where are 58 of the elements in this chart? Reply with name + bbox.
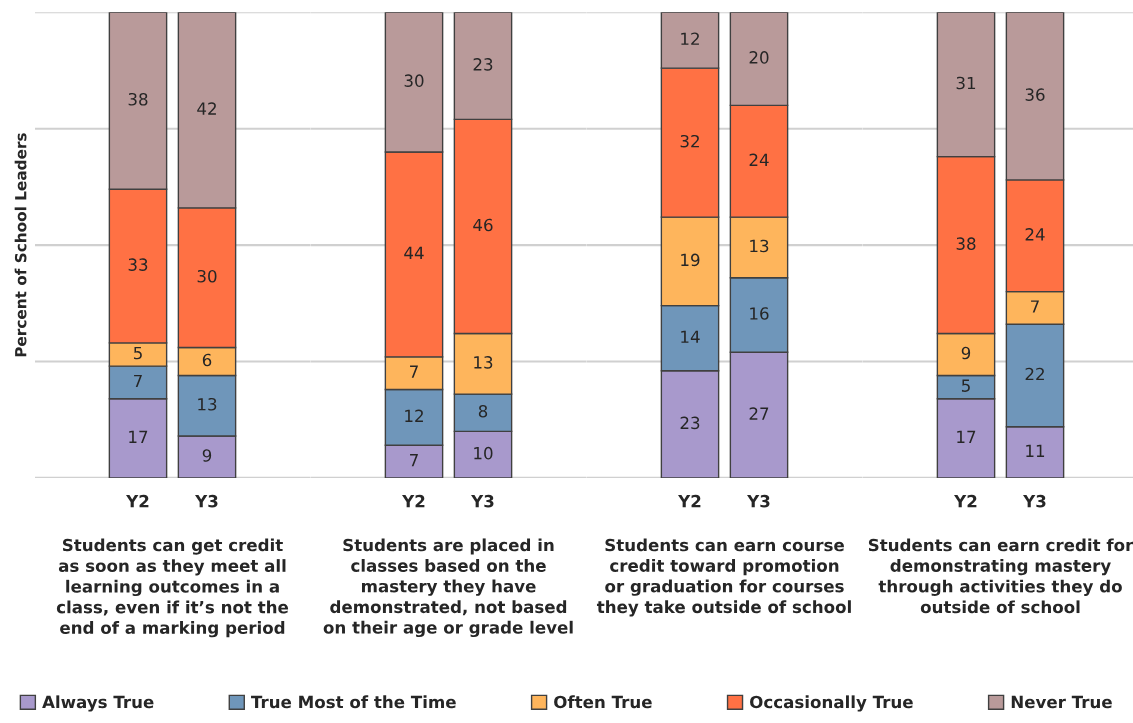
data-label: 24 — [1025, 228, 1045, 241]
data-label: 7 — [1031, 300, 1039, 313]
data-label: 14 — [681, 330, 700, 343]
data-label: 10 — [474, 446, 493, 460]
data-label: 13 — [474, 356, 493, 369]
data-label: 38 — [956, 237, 976, 250]
data-label: 33 — [128, 258, 148, 271]
data-label: 23 — [473, 58, 493, 71]
data-label: 13 — [750, 239, 769, 253]
x-tick-label: Y3 — [1023, 494, 1046, 508]
data-label: 32 — [680, 134, 699, 148]
x-tick-label: Y2 — [402, 494, 425, 508]
data-label: 7 — [410, 454, 418, 467]
data-label: 16 — [750, 307, 769, 320]
x-tick-label: Y3 — [747, 494, 770, 508]
legend-label: True Most of the Time — [251, 695, 456, 709]
data-label: 30 — [404, 74, 424, 87]
x-tick-label: Y2 — [954, 494, 977, 508]
legend-label: Always True — [42, 695, 154, 712]
data-label: 38 — [128, 92, 148, 106]
legend-label: Never True — [1011, 695, 1112, 709]
x-axis-title: Students can get credit as soon as they meet all learning outcomes in a class, even if it’s not the end of a marking period — [56, 538, 289, 638]
x-axis-title: Students can earn credit for demonstrating mastery through activities they do outside of school — [868, 538, 1133, 614]
data-label: 5 — [133, 346, 142, 360]
legend-label: Occasionally True — [750, 695, 913, 712]
data-label: 23 — [680, 416, 700, 430]
y-axis-title: Percent of School Leaders — [14, 133, 27, 357]
data-label: 8 — [478, 404, 488, 418]
data-label: 6 — [202, 353, 212, 367]
x-tick-label: Y2 — [678, 494, 701, 508]
data-label: 12 — [405, 409, 423, 422]
data-label: 24 — [749, 153, 769, 166]
x-tick-label: Y3 — [471, 494, 494, 508]
data-label: 7 — [410, 365, 418, 378]
x-axis-title: Students can earn course credit toward promotion or graduation for courses they take outside of school — [596, 538, 851, 617]
x-axis-title: Students are placed in classes based on the mastery they have demonstrated, not based on their age or grade level — [323, 538, 573, 638]
data-label: 46 — [473, 218, 493, 232]
data-label: 9 — [202, 449, 212, 462]
data-label: 42 — [197, 102, 216, 115]
data-label: 31 — [956, 76, 976, 90]
data-label: 20 — [749, 51, 769, 64]
data-label: 19 — [681, 253, 700, 267]
data-label: 27 — [749, 407, 769, 420]
legend-label: Often True — [554, 695, 652, 709]
data-label: 30 — [197, 269, 217, 283]
data-label: 12 — [681, 32, 699, 45]
data-label: 17 — [957, 430, 976, 443]
data-label: 9 — [961, 346, 971, 360]
data-label: 11 — [1026, 444, 1045, 457]
data-label: 36 — [1025, 88, 1045, 101]
data-label: 22 — [1025, 367, 1044, 381]
data-label: 13 — [198, 397, 217, 411]
data-label: 7 — [134, 374, 142, 388]
x-tick-label: Y2 — [126, 494, 149, 508]
data-label: 17 — [129, 430, 148, 443]
data-label: 5 — [961, 379, 970, 392]
x-tick-label: Y3 — [195, 494, 218, 508]
data-label: 44 — [404, 246, 424, 260]
